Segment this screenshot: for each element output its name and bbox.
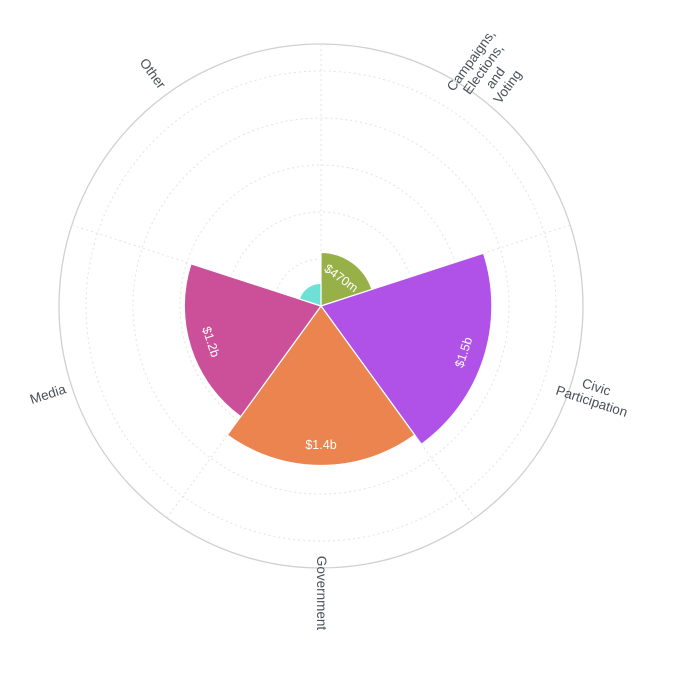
grid-ring-4 <box>132 117 510 495</box>
slice-government[interactable] <box>226 304 416 467</box>
category-label-line: Media <box>28 381 68 407</box>
category-label-other: Other <box>137 55 169 92</box>
category-label-government: Government <box>314 556 329 631</box>
slice-layer <box>183 251 493 467</box>
value-label-government: $1.4b <box>305 438 336 452</box>
category-label-civic-participation: CivicParticipation <box>554 368 634 419</box>
slice-civic-participation[interactable] <box>320 252 493 446</box>
category-label-campaigns-elections-and-voting: Campaigns,Elections,andVoting <box>444 27 535 121</box>
category-label-line: Government <box>314 556 329 631</box>
category-label-line: Other <box>137 55 169 92</box>
slice-campaigns-elections-and-voting[interactable] <box>320 251 373 307</box>
slice-media[interactable] <box>183 263 322 418</box>
slice-other[interactable] <box>298 282 322 307</box>
category-label-media: Media <box>28 381 68 407</box>
